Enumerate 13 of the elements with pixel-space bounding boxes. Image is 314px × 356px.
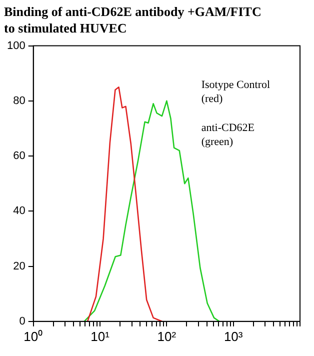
y-tick-label: 0: [19, 315, 26, 328]
x-tick-label: 10³: [224, 328, 244, 344]
x-tick-label: 10²: [157, 328, 177, 344]
y-tick-label: 80: [13, 94, 26, 107]
annotation: Isotype Control (red): [201, 79, 270, 106]
y-tick-label: 100: [6, 40, 26, 52]
y-tick-label: 60: [13, 150, 26, 162]
y-tick-label: 20: [13, 260, 26, 272]
annotation: anti-CD62E (green): [201, 122, 255, 148]
x-tick-label: 10⁰: [24, 328, 44, 344]
y-tick-label: 40: [13, 205, 26, 218]
chart-title: Binding of anti-CD62E antibody +GAM/FITC to stimulated HUVEC: [4, 4, 262, 36]
x-tick-label: 10¹: [90, 328, 110, 344]
